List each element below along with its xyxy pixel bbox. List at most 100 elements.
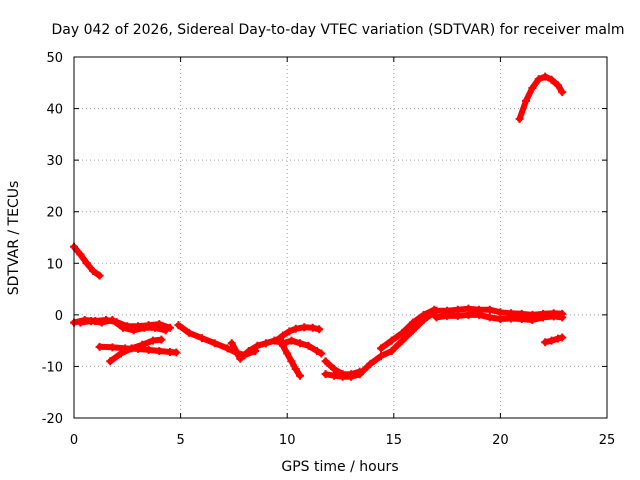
data-point	[155, 346, 164, 355]
data-point	[161, 326, 170, 335]
y-tick-label: -10	[42, 360, 63, 375]
data-point	[95, 271, 104, 280]
y-tick-label: 40	[46, 103, 63, 118]
data-point	[313, 346, 322, 355]
data-point	[116, 349, 125, 358]
data-point	[553, 81, 562, 90]
data-point	[387, 346, 396, 355]
data-point	[432, 306, 441, 315]
y-axis-label: SDTVAR / TECUs	[6, 181, 22, 296]
data-point	[528, 83, 537, 92]
data-point	[89, 267, 98, 276]
data-point	[197, 334, 206, 343]
data-point	[82, 259, 91, 268]
data-point	[295, 371, 304, 380]
data-point	[453, 311, 462, 320]
data-point	[387, 336, 396, 345]
data-point	[97, 318, 106, 327]
data-point	[507, 314, 516, 323]
data-point	[315, 325, 324, 334]
data-point	[398, 328, 407, 337]
data-point	[283, 349, 292, 358]
data-point	[285, 327, 294, 336]
data-point	[547, 336, 556, 345]
data-point	[377, 352, 386, 361]
x-tick-label: 10	[279, 433, 296, 448]
y-tick-label: -20	[42, 412, 63, 427]
data-point	[144, 345, 153, 354]
data-point	[95, 342, 104, 351]
series-arc-recovery	[356, 309, 438, 378]
data-point	[76, 250, 85, 259]
data-point	[317, 349, 326, 358]
y-tick-label: 30	[46, 154, 63, 169]
data-point	[355, 370, 364, 379]
data-series	[70, 72, 567, 381]
data-point	[464, 310, 473, 319]
data-point	[496, 314, 505, 323]
data-point	[253, 341, 262, 350]
data-point	[377, 344, 386, 353]
x-tick-label: 0	[70, 433, 78, 448]
data-point	[261, 339, 270, 348]
data-point	[119, 323, 128, 332]
data-point	[485, 305, 494, 314]
y-tick-label: 50	[46, 51, 63, 66]
data-point	[547, 75, 556, 84]
data-point	[443, 311, 452, 320]
y-tick-label: 0	[55, 309, 63, 324]
data-point	[138, 340, 147, 349]
chart-title: Day 042 of 2026, Sidereal Day-to-day VTE…	[52, 22, 625, 38]
data-point	[210, 339, 219, 348]
data-point	[272, 336, 281, 345]
data-point	[148, 336, 157, 345]
y-tick-label: 20	[46, 206, 63, 221]
data-point	[227, 339, 236, 348]
data-point	[330, 371, 339, 380]
data-point	[244, 346, 253, 355]
data-point	[366, 359, 375, 368]
data-point	[541, 72, 550, 81]
data-point	[287, 357, 296, 366]
data-point	[558, 313, 567, 322]
data-point	[549, 312, 558, 321]
data-point	[127, 344, 136, 353]
data-point	[541, 338, 550, 347]
plot-frame	[73, 56, 608, 419]
axis-ticks: 0 5 10 15 20 25 -20 -10 0 10 20 30 40 50	[42, 51, 616, 448]
data-point	[321, 370, 330, 379]
x-tick-label: 20	[492, 433, 509, 448]
data-point	[108, 343, 117, 352]
data-point	[347, 372, 356, 381]
data-point	[539, 313, 548, 322]
data-point	[338, 372, 347, 381]
data-point	[515, 114, 524, 123]
x-tick-label: 25	[599, 433, 616, 448]
data-point	[151, 323, 160, 332]
data-point	[291, 324, 300, 333]
data-point	[287, 336, 296, 345]
data-point	[534, 75, 543, 84]
data-point	[172, 348, 181, 357]
data-point	[300, 323, 309, 332]
data-point	[304, 341, 313, 350]
data-point	[517, 314, 526, 323]
data-point	[174, 321, 183, 330]
data-point	[553, 334, 562, 343]
data-point	[185, 328, 194, 337]
data-point	[432, 313, 441, 322]
data-point	[278, 331, 287, 340]
data-point	[485, 313, 494, 322]
data-point	[236, 354, 245, 363]
data-point	[496, 308, 505, 317]
data-point	[291, 365, 300, 374]
data-point	[408, 326, 417, 335]
data-point	[419, 310, 428, 319]
data-point	[308, 323, 317, 332]
data-point	[76, 318, 85, 327]
data-point	[528, 316, 537, 325]
y-tick-label: 10	[46, 257, 63, 272]
data-point	[295, 339, 304, 348]
